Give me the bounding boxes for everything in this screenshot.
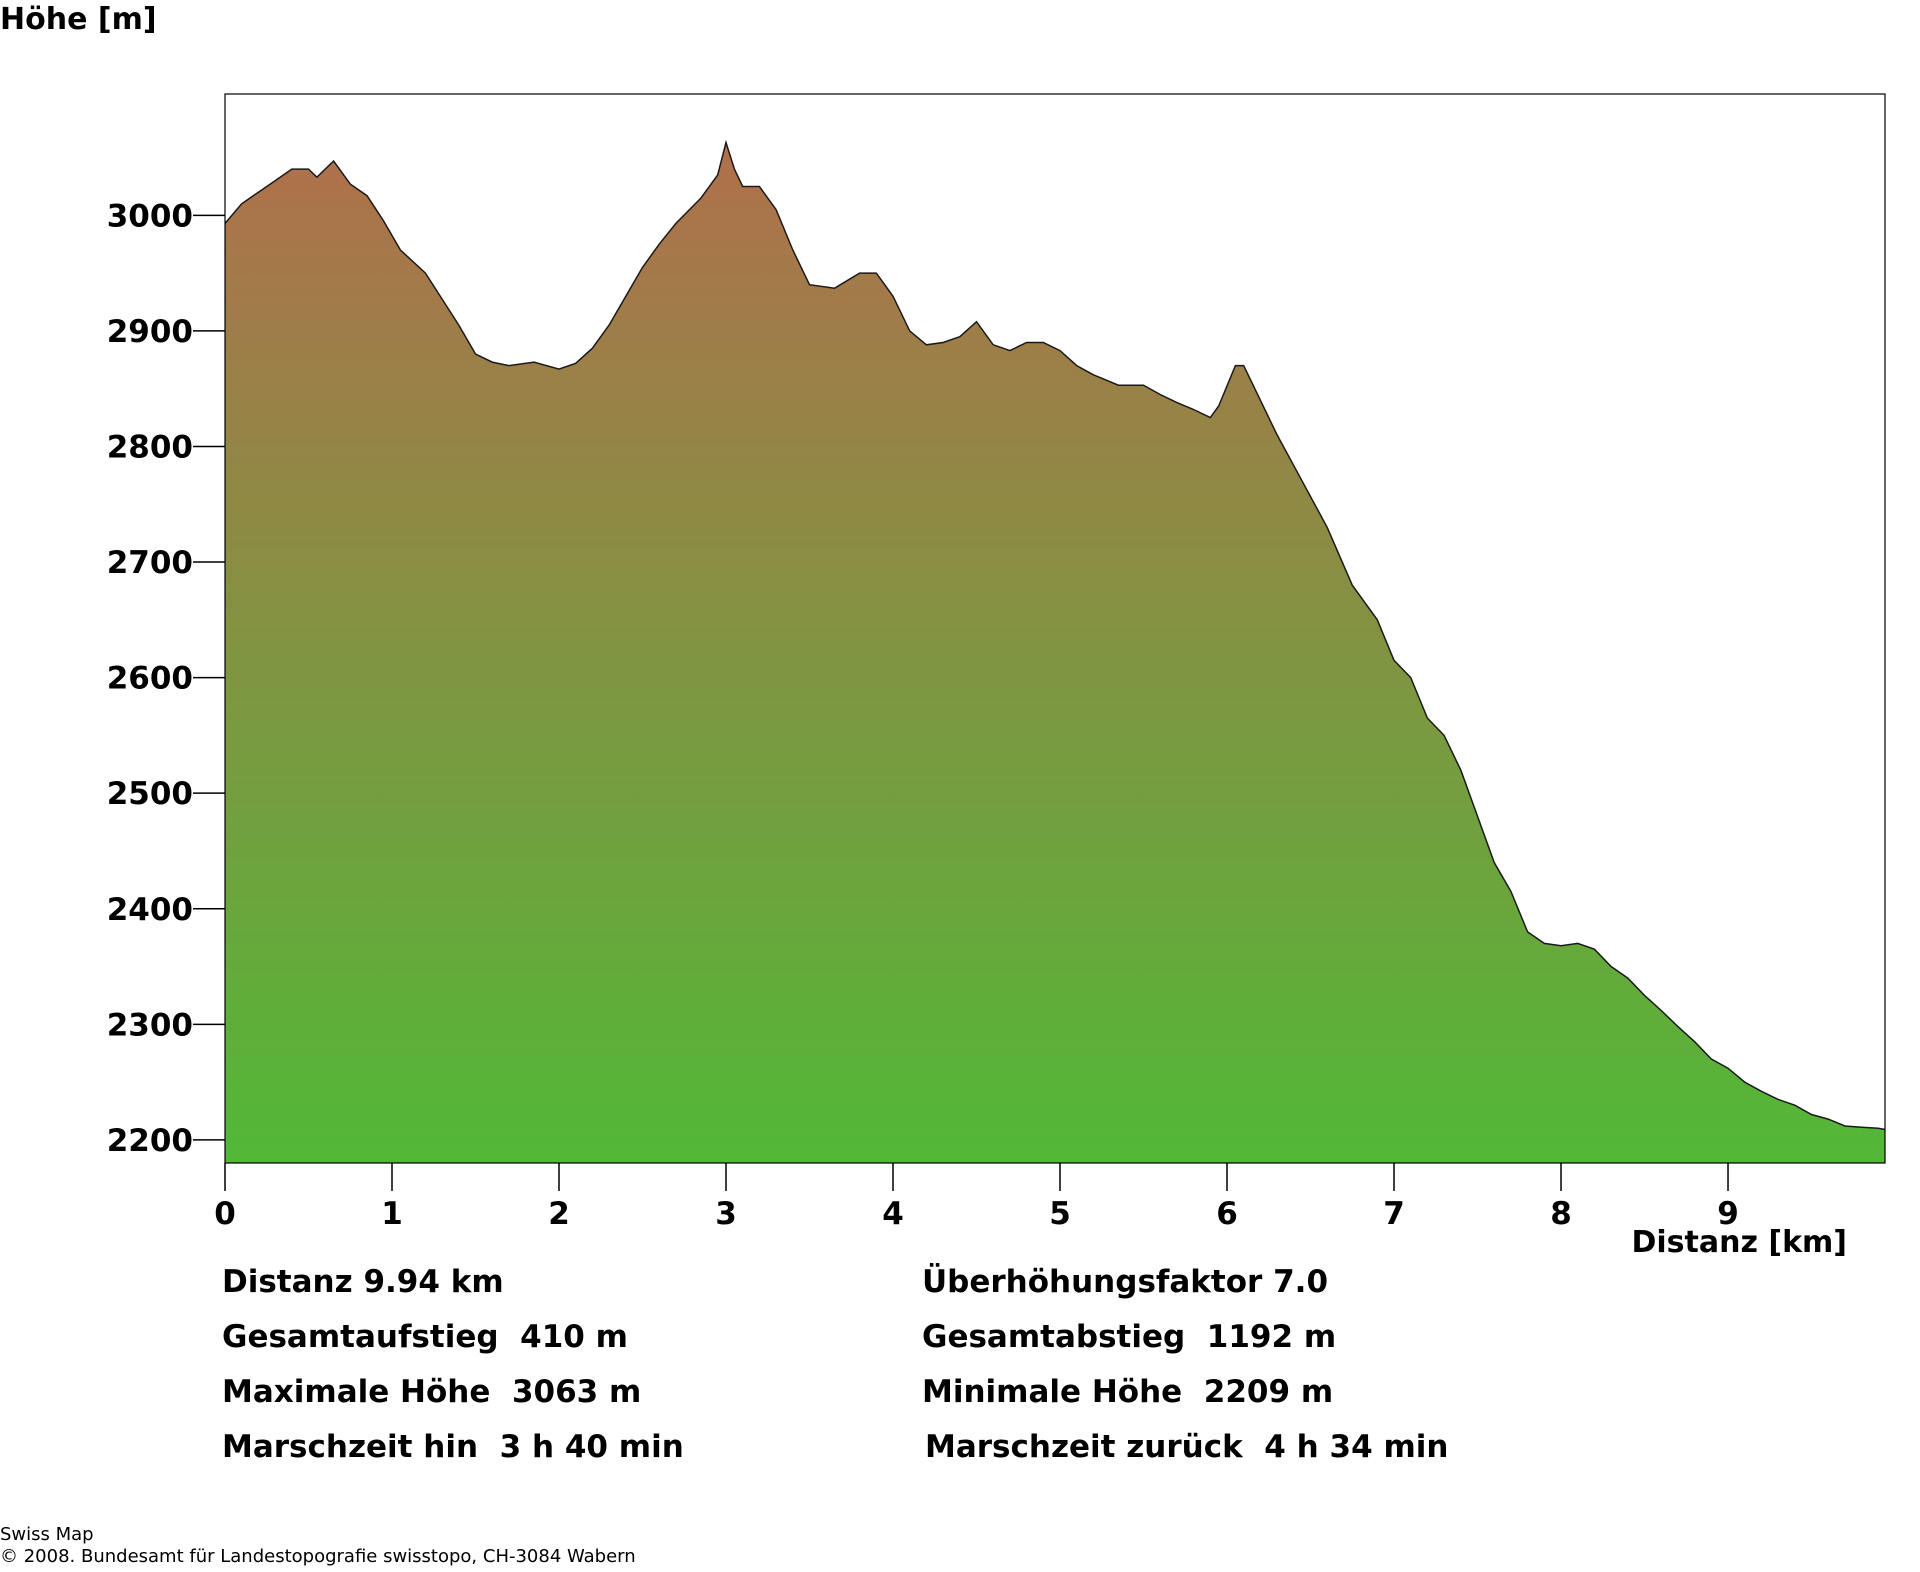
x-tick-label: 5: [1049, 1196, 1071, 1232]
stat-walking-time-return: Marschzeit zurück 4 h 34 min: [925, 1429, 1449, 1465]
y-tick-label: 2900: [107, 314, 193, 350]
stat-walking-time-outbound: Marschzeit hin 3 h 40 min: [222, 1429, 684, 1465]
elevation-line: [224, 139, 1886, 1131]
y-tick-label: 2400: [107, 892, 193, 928]
stat-min-elevation: Minimale Höhe 2209 m: [922, 1374, 1334, 1410]
stat-max-elevation: Maximale Höhe 3063 m: [222, 1374, 642, 1410]
y-tick-label: 2600: [107, 661, 193, 697]
y-tick-label: 3000: [107, 198, 193, 234]
x-tick-label: 8: [1550, 1196, 1572, 1232]
x-tick-label: 0: [214, 1196, 236, 1232]
x-tick-label: 6: [1216, 1196, 1238, 1232]
y-tick-label: 2200: [107, 1123, 193, 1159]
x-tick-label: 4: [882, 1196, 904, 1232]
x-tick-label: 3: [715, 1196, 737, 1232]
stat-distance: Distanz 9.94 km: [222, 1264, 504, 1300]
x-tick-label: 9: [1717, 1196, 1739, 1232]
footer-source: Swiss Map: [0, 1524, 94, 1545]
y-tick-label: 2500: [107, 776, 193, 812]
footer-copyright: © 2008. Bundesamt für Landestopografie s…: [0, 1546, 636, 1567]
elevation-area: [225, 142, 1885, 1163]
y-tick-label: 2800: [107, 429, 193, 465]
stat-total-descent: Gesamtabstieg 1192 m: [922, 1319, 1337, 1355]
y-axis-title: Höhe [m]: [0, 2, 157, 37]
y-tick-label: 2700: [107, 545, 193, 581]
x-tick-label: 2: [548, 1196, 570, 1232]
plot-frame: [224, 93, 1886, 1164]
stat-total-ascent: Gesamtaufstieg 410 m: [222, 1319, 628, 1355]
y-tick-label: 2300: [107, 1007, 193, 1043]
stat-exaggeration-factor: Überhöhungsfaktor 7.0: [922, 1264, 1329, 1300]
x-axis-title: Distanz [km]: [1631, 1225, 1847, 1260]
x-tick-label: 7: [1383, 1196, 1405, 1232]
x-tick-label: 1: [381, 1196, 403, 1232]
